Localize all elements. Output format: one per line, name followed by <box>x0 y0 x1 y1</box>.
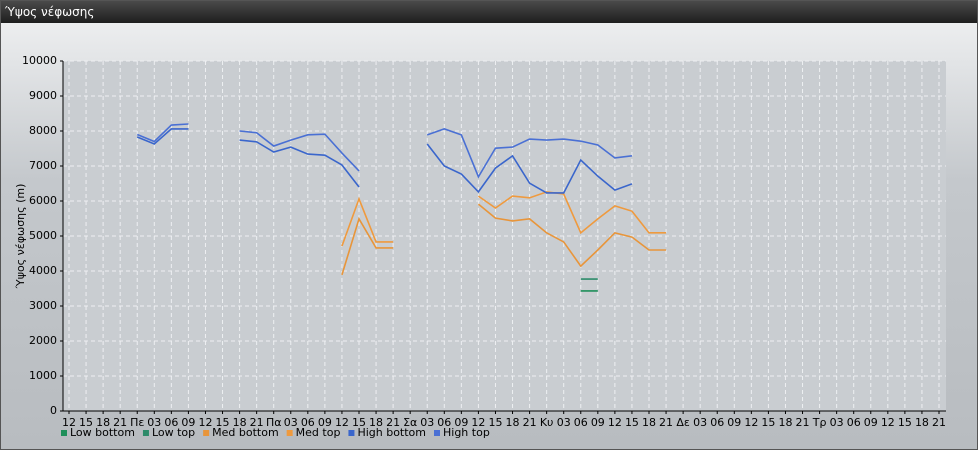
y-tick-label: 10000 <box>22 54 57 67</box>
y-tick-label: 5000 <box>29 229 57 242</box>
x-tick-label: 21 <box>796 416 810 429</box>
legend-swatch <box>434 430 440 436</box>
x-tick-label: 15 <box>898 416 912 429</box>
legend-swatch <box>348 430 355 436</box>
y-tick-label: 2000 <box>29 334 57 347</box>
x-tick-label: 12 <box>198 416 212 429</box>
x-tick-label: 09 <box>181 416 195 429</box>
x-tick-label: 06 <box>574 416 588 429</box>
x-tick-label: 06 <box>164 416 178 429</box>
x-tick-label: 03 <box>420 416 434 429</box>
legend-label: High top <box>443 426 490 439</box>
x-tick-label: 09 <box>454 416 468 429</box>
legend-label: Med top <box>296 426 341 439</box>
x-tick-label: Τρ <box>812 416 827 429</box>
x-tick-label: 03 <box>557 416 571 429</box>
x-tick-label: 03 <box>693 416 707 429</box>
x-tick-label: 21 <box>659 416 673 429</box>
y-tick-label: 1000 <box>29 369 57 382</box>
x-tick-label: 03 <box>147 416 161 429</box>
x-tick-label: 18 <box>96 416 110 429</box>
x-tick-label: 21 <box>523 416 537 429</box>
x-tick-label: Πε <box>130 416 144 429</box>
legend-swatch <box>203 430 210 436</box>
x-tick-label: 09 <box>864 416 878 429</box>
x-tick-label: 21 <box>250 416 264 429</box>
y-tick-label: 6000 <box>29 194 57 207</box>
x-tick-label: 06 <box>301 416 315 429</box>
x-tick-label: 21 <box>386 416 400 429</box>
y-tick-label: 7000 <box>29 159 57 172</box>
series-line <box>136 128 633 194</box>
x-tick-label: 06 <box>847 416 861 429</box>
x-tick-label: 06 <box>437 416 451 429</box>
x-tick-label: 12 <box>608 416 622 429</box>
y-tick-label: 8000 <box>29 124 57 137</box>
x-tick-label: 18 <box>506 416 520 429</box>
x-tick-label: 18 <box>233 416 247 429</box>
legend-swatch <box>142 430 149 436</box>
x-tick-label: 15 <box>216 416 230 429</box>
window-title: Ύψος νέφωσης <box>1 1 977 23</box>
x-tick-label: 18 <box>915 416 929 429</box>
x-tick-label: 12 <box>881 416 895 429</box>
x-tick-label: 15 <box>488 416 502 429</box>
legend-swatch <box>286 430 293 436</box>
x-tick-label: 15 <box>761 416 775 429</box>
x-tick-label: 12 <box>62 416 76 429</box>
y-tick-label: 0 <box>50 404 57 417</box>
series-line <box>341 191 667 247</box>
chart: Ύψος νέφωσης (m) 0 1000 2000 3000 4000 5000 60… <box>14 54 946 439</box>
legend-swatch <box>61 430 67 436</box>
legend-label: Low bottom <box>70 426 135 439</box>
y-tick-label: 3000 <box>29 299 57 312</box>
x-tick-label: 09 <box>318 416 332 429</box>
legend-label: Low top <box>152 426 195 439</box>
x-tick-label: 18 <box>778 416 792 429</box>
y-tick-label: 4000 <box>29 264 57 277</box>
x-tick-label: 15 <box>79 416 93 429</box>
x-tick-label: 15 <box>625 416 639 429</box>
x-tick-label: 12 <box>471 416 485 429</box>
x-tick-label: 03 <box>830 416 844 429</box>
y-tick-label: 9000 <box>29 89 57 102</box>
x-tick-label: 21 <box>932 416 946 429</box>
x-tick-label: Σα <box>403 416 417 429</box>
legend-label: Med bottom <box>212 426 279 439</box>
x-tick-label: 06 <box>710 416 724 429</box>
x-tick-label: 03 <box>284 416 298 429</box>
x-tick-label: Κυ <box>540 416 554 429</box>
x-tick-label: 09 <box>591 416 605 429</box>
x-tick-label: 09 <box>727 416 741 429</box>
x-tick-label: 18 <box>642 416 656 429</box>
x-tick-label: Πα <box>266 416 282 429</box>
x-tick-label: 12 <box>744 416 758 429</box>
x-tick-label: Δε <box>676 416 690 429</box>
y-axis-label: Ύψος νέφωσης (m) <box>14 184 27 290</box>
legend-label: High bottom <box>357 426 426 439</box>
series-line <box>136 123 633 179</box>
x-tick-label: 15 <box>352 416 366 429</box>
x-tick-label: 12 <box>335 416 349 429</box>
x-tick-label: 18 <box>369 416 383 429</box>
series-line <box>341 203 667 276</box>
x-tick-label: 21 <box>113 416 127 429</box>
